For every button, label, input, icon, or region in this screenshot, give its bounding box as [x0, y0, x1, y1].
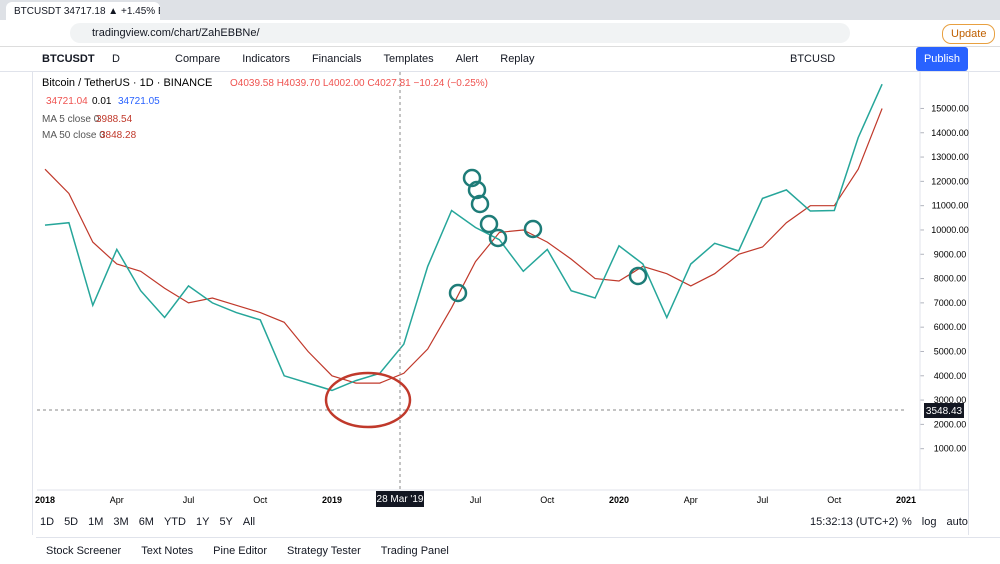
- range-button[interactable]: 1M: [88, 516, 104, 528]
- y-tick-label: 3000.00: [934, 395, 967, 405]
- y-tick-label: 7000.00: [934, 298, 967, 308]
- panel-tabs: Stock Screener Text Notes Pine Editor Strat…: [36, 537, 1000, 564]
- y-tick-label: 4000.00: [934, 371, 967, 381]
- x-tick-label: Jul: [757, 495, 769, 505]
- panel-tab[interactable]: Trading Panel: [380, 545, 449, 557]
- highlight-ellipse: [324, 371, 412, 429]
- tab-strip: BTCUSDT 34717.18 ▲ +1.45% BT: [0, 0, 1000, 20]
- x-tick-label: 2018: [35, 495, 55, 505]
- symbol[interactable]: BTCUSDT: [42, 53, 95, 65]
- scale-button[interactable]: %: [902, 516, 912, 528]
- scale-button[interactable]: auto: [946, 516, 968, 528]
- panel-tab[interactable]: Text Notes: [141, 545, 194, 557]
- interval[interactable]: D: [112, 53, 120, 65]
- toolbar-item[interactable]: Templates: [383, 53, 434, 65]
- y-tick-label: 14000.00: [931, 128, 969, 138]
- y-tick-label: 2000.00: [934, 419, 967, 429]
- range-button[interactable]: 1D: [40, 516, 55, 528]
- range-button[interactable]: 6M: [138, 516, 154, 528]
- y-tick-label: 1000.00: [934, 444, 967, 454]
- crosshair-date: 28 Mar '19: [377, 494, 424, 505]
- publish-label: Publish: [923, 53, 961, 65]
- bid: 34721.04: [46, 96, 88, 107]
- markers: [448, 168, 648, 303]
- right-symbol[interactable]: BTCUSD: [790, 53, 836, 65]
- ma5-value: 3988.54: [96, 114, 133, 125]
- date-label-bg: [376, 491, 424, 507]
- x-tick-label: Oct: [540, 495, 555, 505]
- scale-buttons: % log auto: [902, 516, 978, 528]
- x-tick-label: 2019: [322, 495, 342, 505]
- x-tick-label: Apr: [110, 495, 124, 505]
- clock: 15:32:13 (UTC+2): [810, 516, 899, 528]
- x-tick-label: Oct: [827, 495, 842, 505]
- range-button[interactable]: 5D: [64, 516, 79, 528]
- y-tick-label: 10000.00: [931, 225, 969, 235]
- scale-button[interactable]: log: [921, 516, 937, 528]
- range-button[interactable]: 5Y: [219, 516, 233, 528]
- spread: 0.01: [92, 96, 112, 107]
- y-tick-label: 15000.00: [931, 103, 969, 113]
- price-label-bg: [924, 403, 964, 418]
- x-tick-label: Jul: [183, 495, 195, 505]
- x-tick-label: 2020: [609, 495, 629, 505]
- url: tradingview.com/chart/ZahEBBNe/: [92, 27, 260, 39]
- x-tick-label: Oct: [253, 495, 268, 505]
- y-tick-label: 9000.00: [934, 249, 967, 259]
- toolbar-item[interactable]: Alert: [455, 53, 479, 65]
- range-button[interactable]: All: [242, 516, 256, 528]
- address-bar: tradingview.com/chart/ZahEBBNe/ Update: [0, 20, 1000, 47]
- x-tick-label: Jul: [470, 495, 482, 505]
- y-tick-label: 6000.00: [934, 322, 967, 332]
- tab-title: BTCUSDT 34717.18 ▲ +1.45% BT: [14, 5, 160, 17]
- panel-tab[interactable]: Strategy Tester: [286, 545, 361, 557]
- browser-tab[interactable]: BTCUSDT 34717.18 ▲ +1.45% BT: [6, 2, 160, 20]
- series-name: Bitcoin / TetherUS · 1D · BINANCE: [42, 77, 212, 89]
- ma5-label: MA 5 close 0: [42, 114, 100, 125]
- toolbar-item[interactable]: Indicators: [242, 53, 290, 65]
- bottom-bar: 1D 5D 1M 3M 6M YTD 1Y 5Y All 15:32:13 (UTC+2) % l…: [40, 512, 968, 532]
- y-tick-label: 11000.00: [932, 201, 969, 211]
- series-line: [44, 83, 883, 392]
- range-button[interactable]: 3M: [113, 516, 129, 528]
- update-label: Update: [951, 28, 987, 40]
- series-line: [44, 108, 883, 384]
- ranges: 1D 5D 1M 3M 6M YTD 1Y 5Y All: [40, 516, 265, 528]
- x-tick-label: 2021: [896, 495, 916, 505]
- y-tick-label: 12000.00: [931, 176, 969, 186]
- toolbar-item[interactable]: Replay: [500, 53, 535, 65]
- url-field[interactable]: tradingview.com/chart/ZahEBBNe/: [70, 23, 850, 43]
- y-tick-label: 5000.00: [934, 346, 967, 356]
- y-tick-label: 8000.00: [934, 274, 967, 284]
- chart-toolbar: BTCUSDT D Compare Indicators Financials Tem…: [0, 47, 1000, 72]
- toolbar-item[interactable]: Financials: [311, 53, 362, 65]
- publish-button[interactable]: Publish: [916, 47, 968, 71]
- panel-tab[interactable]: Pine Editor: [213, 545, 267, 557]
- update-button[interactable]: Update: [942, 24, 996, 44]
- panel-tab[interactable]: Stock Screener: [46, 545, 122, 557]
- toolbar-item[interactable]: Compare: [175, 53, 221, 65]
- y-tick-label: 13000.00: [931, 152, 969, 162]
- x-tick-label: Apr: [684, 495, 698, 505]
- toolbar-items: Compare Indicators Financials Templates Aler…: [175, 53, 557, 65]
- ma50-value: 3848.28: [100, 130, 137, 141]
- drawing-toolbar: [0, 72, 33, 535]
- ma50-label: MA 50 close 0: [42, 130, 105, 141]
- crosshair-price: 3548.43: [926, 406, 963, 417]
- right-sidebar: [968, 72, 1000, 535]
- range-button[interactable]: 1Y: [195, 516, 210, 528]
- ohlc: O4039.58 H4039.70 L4002.00 C4027.81 −10.…: [230, 78, 488, 89]
- range-button[interactable]: YTD: [163, 516, 186, 528]
- ask: 34721.05: [118, 96, 160, 107]
